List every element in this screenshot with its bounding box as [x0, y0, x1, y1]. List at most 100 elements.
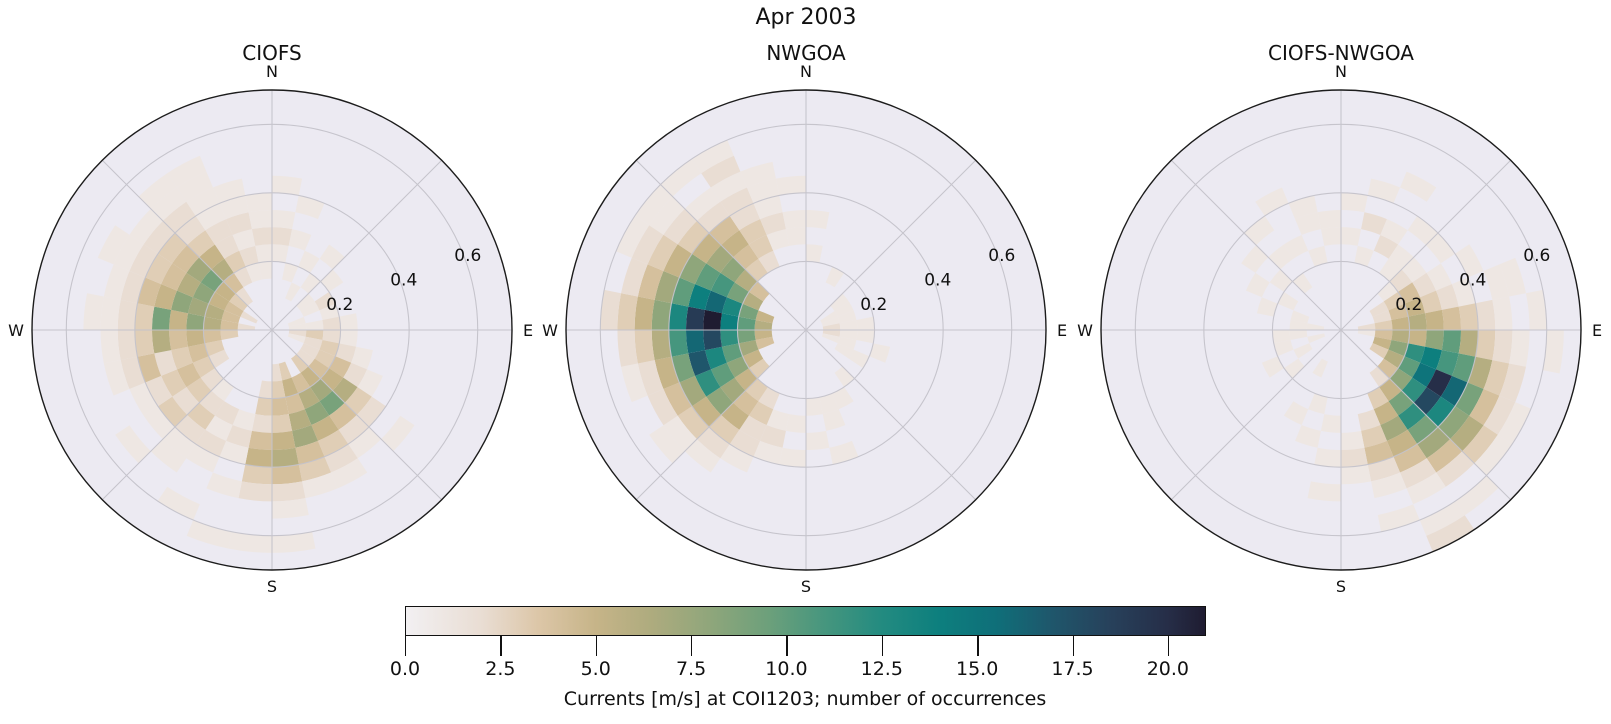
histogram-cell: [663, 382, 692, 416]
histogram-cell: [1426, 369, 1452, 397]
grid-spoke: [101, 159, 273, 331]
histogram-cell: [272, 481, 306, 502]
histogram-cell: [272, 210, 296, 230]
histogram-cell: [229, 293, 248, 311]
histogram-cell: [143, 406, 176, 440]
histogram-cell: [129, 382, 158, 416]
histogram-cell: [1364, 440, 1394, 465]
histogram-cell: [806, 210, 830, 230]
histogram-cell: [721, 343, 743, 363]
histogram-cell: [192, 356, 215, 378]
histogram-cell: [1317, 210, 1341, 230]
histogram-cell: [684, 439, 721, 473]
histogram-cell: [637, 360, 664, 396]
histogram-cell: [739, 219, 767, 245]
histogram-cell: [734, 368, 758, 391]
histogram-cell: [187, 343, 209, 363]
histogram-cell: [296, 293, 315, 311]
histogram-cell: [150, 439, 187, 473]
histogram-cell: [830, 293, 849, 311]
histogram-cell: [1426, 439, 1463, 473]
histogram-cell: [825, 266, 845, 288]
figure-suptitle: Apr 2003: [755, 5, 857, 30]
histogram-cell: [186, 313, 205, 330]
histogram-cell: [1499, 257, 1526, 297]
histogram-cell: [1283, 401, 1309, 426]
histogram-cell: [782, 210, 806, 230]
radial-tick-label: 0.6: [1523, 246, 1550, 266]
radial-tick-label: 0.2: [326, 295, 353, 315]
histogram-cell: [282, 377, 299, 398]
histogram-cell: [1458, 330, 1479, 357]
histogram-cell: [255, 244, 272, 263]
histogram-cell: [1379, 378, 1402, 402]
histogram-cell: [834, 366, 855, 388]
histogram-cell: [1441, 330, 1461, 354]
histogram-cell: [224, 301, 244, 317]
histogram-cell: [176, 171, 213, 202]
histogram-cell: [157, 396, 188, 427]
histogram-cell: [1341, 430, 1365, 450]
histogram-cell: [238, 481, 272, 502]
histogram-cell: [668, 303, 689, 330]
histogram-cell: [233, 266, 253, 288]
histogram-cell: [691, 396, 722, 427]
histogram-cell: [1361, 212, 1387, 235]
histogram-cell: [203, 316, 222, 330]
histogram-cells: [1241, 171, 1564, 552]
histogram-cell: [287, 333, 306, 344]
compass-label-east: E: [523, 321, 533, 340]
colorbar-gradient: [405, 606, 1206, 636]
histogram-cell: [649, 196, 685, 235]
histogram-cell: [115, 425, 151, 464]
histogram-cell: [1408, 330, 1427, 347]
histogram-cell: [1408, 313, 1427, 330]
histogram-cell: [821, 316, 840, 327]
histogram-cell: [1483, 264, 1510, 300]
histogram-cell: [754, 319, 773, 330]
histogram-cell: [785, 227, 806, 246]
histogram-cell: [317, 429, 349, 457]
histogram-cell: [1483, 395, 1516, 435]
histogram-cell: [1255, 187, 1289, 216]
histogram-cell: [219, 195, 249, 220]
colorbar-tick-mark: [691, 636, 693, 656]
compass-label-south: S: [801, 577, 811, 596]
compass-label-north: N: [266, 62, 278, 81]
histogram-cell: [186, 187, 220, 216]
histogram-cell: [357, 369, 383, 397]
histogram-cell: [1292, 272, 1313, 294]
histogram-cell: [1373, 401, 1399, 426]
histogram-cell: [740, 161, 776, 188]
histogram-cell: [1400, 458, 1437, 489]
histogram-cell: [1372, 336, 1392, 350]
histogram-cell: [696, 426, 730, 459]
histogram-cells: [83, 155, 415, 553]
histogram-cell: [150, 187, 187, 221]
histogram-cell: [721, 297, 743, 317]
histogram-cell: [734, 269, 758, 292]
histogram-cell: [272, 227, 293, 246]
histogram-cell: [1483, 360, 1510, 396]
histogram-cell: [737, 330, 756, 344]
histogram-cell: [1425, 330, 1444, 351]
histogram-cell: [705, 290, 727, 314]
histogram-cell: [671, 353, 696, 383]
histogram-cell: [162, 201, 196, 234]
histogram-cell: [1391, 316, 1410, 330]
colorbar-tick-mark: [977, 636, 979, 656]
histogram-cell: [287, 316, 306, 327]
histogram-cell: [621, 363, 648, 403]
histogram-cell: [691, 233, 722, 264]
histogram-cell: [152, 330, 172, 354]
histogram-cell: [292, 425, 318, 448]
histogram-cell: [258, 261, 272, 280]
histogram-cell: [1451, 277, 1476, 307]
histogram-cell: [169, 330, 188, 351]
histogram-cell: [1425, 309, 1444, 330]
histogram-cell: [1492, 330, 1513, 364]
histogram-cell: [303, 336, 323, 350]
histogram-cell: [251, 227, 272, 246]
histogram-cell: [720, 187, 754, 216]
histogram-cell: [1436, 284, 1459, 310]
